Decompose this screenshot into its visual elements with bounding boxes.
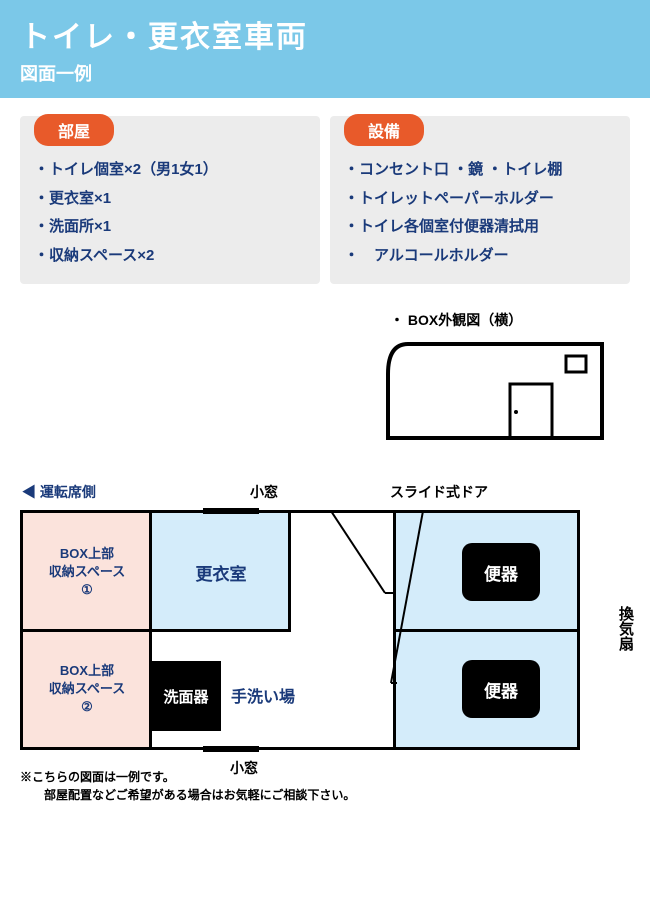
storage-2: BOX上部 収納スペース ② xyxy=(23,631,151,747)
exterior-view: ・ BOX外観図（横） xyxy=(0,302,650,476)
equip-card: 設備 コンセント口 ・鏡 ・トイレ棚 トイレットペーパーホルダー トイレ各個室付… xyxy=(330,116,630,284)
header: トイレ・更衣室車両 図面一例 xyxy=(0,0,650,98)
washbasin-label: 洗面器 xyxy=(163,686,208,707)
changing-room: 更衣室 xyxy=(151,513,291,631)
washbasin: 洗面器 xyxy=(151,661,221,731)
small-window-label-bottom: 小窓 xyxy=(230,758,258,778)
rooms-list: トイレ個室×2（男1女1） 更衣室×1 洗面所×1 収納スペース×2 xyxy=(34,156,306,270)
footnote: ※こちらの図面は一例です。 部屋配置などご希望がある場合はお気軽にご相談下さい。 xyxy=(0,760,650,820)
rooms-title: 部屋 xyxy=(34,114,114,146)
note-l1: ※こちらの図面は一例です。 xyxy=(20,768,630,786)
small-window-label-top: 小窓 xyxy=(250,482,278,502)
note-l2: 部屋配置などご希望がある場合はお気軽にご相談下さい。 xyxy=(20,786,630,804)
floorplan-section: ◀ 運転席側 小窓 スライド式ドア BOX上部 収納スペース ① BOX上部 収… xyxy=(0,476,650,760)
list-item: 更衣室×1 xyxy=(34,185,306,214)
exterior-label: ・ BOX外観図（横） xyxy=(390,310,610,330)
list-item: トイレ各個室付便器清拭用 xyxy=(344,213,616,242)
list-item: トイレットペーパーホルダー xyxy=(344,185,616,214)
list-item: アルコールホルダー xyxy=(344,242,616,271)
storage2-l2: 収納スペース xyxy=(49,680,125,698)
list-item: コンセント口 ・鏡 ・トイレ棚 xyxy=(344,156,616,185)
storage1-l1: BOX上部 xyxy=(60,545,114,563)
wall xyxy=(288,513,291,631)
window-mark-top xyxy=(203,508,259,514)
storage1-l3: ① xyxy=(81,581,93,599)
storage1-l2: 収納スペース xyxy=(49,563,125,581)
rooms-card: 部屋 トイレ個室×2（男1女1） 更衣室×1 洗面所×1 収納スペース×2 xyxy=(20,116,320,284)
exterior-svg xyxy=(380,336,610,446)
wall xyxy=(151,629,291,632)
storage2-l3: ② xyxy=(81,698,93,716)
storage2-l1: BOX上部 xyxy=(60,662,114,680)
storage-1: BOX上部 収納スペース ① xyxy=(23,513,151,631)
page-subtitle: 図面一例 xyxy=(20,60,630,86)
floorplan: BOX上部 収納スペース ① BOX上部 収納スペース ② 更衣室 洗面器 手洗… xyxy=(20,510,580,750)
list-item: 収納スペース×2 xyxy=(34,242,306,271)
changing-label: 更衣室 xyxy=(196,560,247,585)
fan-label: 換気扇 xyxy=(615,606,636,651)
page-title: トイレ・更衣室車両 xyxy=(20,12,630,56)
toilet-room-1: 便器 xyxy=(395,513,577,631)
equip-list: コンセント口 ・鏡 ・トイレ棚 トイレットペーパーホルダー トイレ各個室付便器清… xyxy=(344,156,616,270)
toilet-1: 便器 xyxy=(462,543,540,601)
list-item: 洗面所×1 xyxy=(34,213,306,242)
toilet-room-2: 便器 xyxy=(395,631,577,747)
wall xyxy=(395,629,577,632)
info-cards: 部屋 トイレ個室×2（男1女1） 更衣室×1 洗面所×1 収納スペース×2 設備… xyxy=(0,98,650,302)
toilet-2: 便器 xyxy=(462,660,540,718)
wall xyxy=(23,629,151,632)
equip-title: 設備 xyxy=(344,114,424,146)
driver-side-label: ◀ 運転席側 xyxy=(22,482,96,502)
window-mark-bottom xyxy=(203,746,259,752)
slide-door-label: スライド式ドア xyxy=(390,482,488,502)
list-item: トイレ個室×2（男1女1） xyxy=(34,156,306,185)
handwash-label: 手洗い場 xyxy=(231,683,295,707)
